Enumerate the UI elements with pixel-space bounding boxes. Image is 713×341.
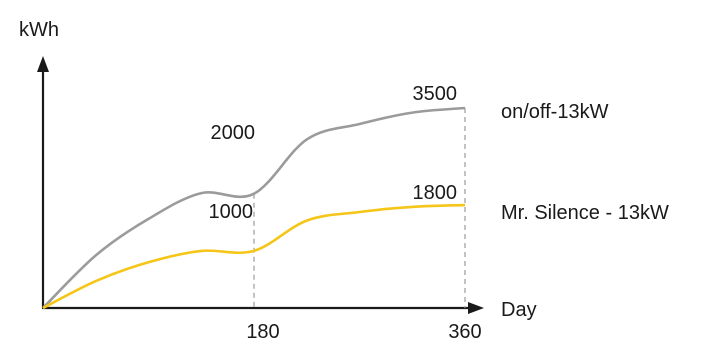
x-tick-label-360: 360: [448, 321, 481, 341]
series-line-mr-silence: [42, 203, 466, 310]
y-axis-arrow: [37, 56, 49, 72]
annotation-1000: 1000: [209, 201, 254, 223]
x-tick-label-180: 180: [246, 321, 279, 341]
annotation-1800: 1800: [413, 182, 458, 204]
annotation-2000: 2000: [211, 122, 256, 144]
annotation-3500: 3500: [413, 83, 458, 105]
series-label-mr-silence: Mr. Silence - 13kW: [501, 202, 669, 224]
series-line-on-off: [42, 106, 466, 309]
x-axis-arrow: [468, 302, 484, 314]
x-axis-label: Day: [501, 299, 537, 321]
y-axis-label: kWh: [19, 19, 59, 41]
series-label-on-off: on/off-13kW: [501, 101, 609, 123]
